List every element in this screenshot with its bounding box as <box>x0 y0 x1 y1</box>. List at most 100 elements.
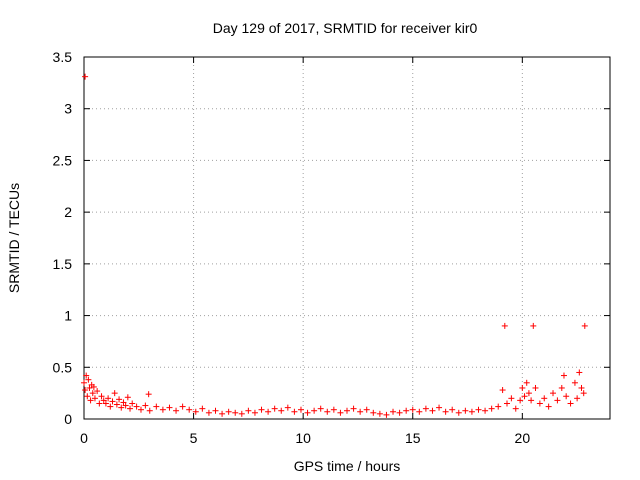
data-point <box>324 408 331 415</box>
data-point <box>81 379 87 386</box>
data-point <box>580 390 587 397</box>
y-tick-label: 3.5 <box>53 49 73 65</box>
data-point <box>219 410 226 417</box>
data-point <box>124 394 131 401</box>
data-point <box>574 395 581 402</box>
data-point <box>145 391 152 398</box>
data-point <box>455 409 462 416</box>
x-tick-labels: 0 5 10 15 20 <box>80 430 530 446</box>
data-point <box>422 405 429 412</box>
data-point <box>475 406 482 413</box>
data-point <box>512 405 519 412</box>
data-point <box>159 406 166 413</box>
y-tick-label: 2.5 <box>53 152 73 168</box>
data-point <box>317 405 324 412</box>
data-point <box>545 403 552 410</box>
data-point <box>390 408 397 415</box>
data-point <box>550 390 557 397</box>
data-point <box>519 384 526 391</box>
data-point <box>133 403 140 410</box>
data-point <box>499 387 506 394</box>
data-point <box>82 73 89 80</box>
data-point <box>521 393 528 400</box>
data-point <box>530 322 537 329</box>
data-point <box>109 398 116 405</box>
data-point <box>576 369 583 376</box>
data-point <box>94 388 101 395</box>
data-point <box>129 400 136 407</box>
data-point <box>85 376 92 383</box>
data-point <box>142 402 149 409</box>
data-point <box>284 404 291 411</box>
data-points <box>81 73 588 418</box>
data-point <box>528 397 535 404</box>
data-point <box>137 406 144 413</box>
plot-area-border <box>83 56 611 420</box>
data-point <box>488 405 495 412</box>
data-point <box>350 405 357 412</box>
data-point <box>111 390 118 397</box>
data-point <box>105 395 112 402</box>
y-tick-label: 0.5 <box>53 359 73 375</box>
data-point <box>357 408 364 415</box>
data-point <box>186 406 193 413</box>
data-point <box>90 383 97 390</box>
data-point <box>271 405 278 412</box>
data-point <box>205 409 212 416</box>
data-point <box>89 390 96 397</box>
y-tick-label: 1 <box>64 308 72 324</box>
data-point <box>173 407 180 414</box>
data-point <box>501 322 508 329</box>
x-tick-label: 10 <box>295 430 311 446</box>
data-point <box>127 405 134 412</box>
data-point <box>330 406 337 413</box>
grid-lines <box>84 57 610 419</box>
data-point <box>96 400 103 407</box>
data-point <box>376 410 383 417</box>
data-point <box>232 409 239 416</box>
data-point <box>251 409 258 416</box>
y-tick-label: 1.5 <box>53 256 73 272</box>
data-point <box>304 409 311 416</box>
data-point <box>179 403 186 410</box>
data-point <box>563 393 570 400</box>
data-point <box>82 387 89 394</box>
data-point <box>567 400 574 407</box>
data-point <box>245 407 252 414</box>
data-point <box>383 411 390 418</box>
data-point <box>337 409 344 416</box>
data-point <box>225 408 232 415</box>
data-point <box>192 408 199 415</box>
data-point <box>468 408 475 415</box>
data-point <box>199 405 206 412</box>
data-point <box>436 404 443 411</box>
data-point <box>363 406 370 413</box>
data-point <box>278 407 285 414</box>
data-point <box>116 396 123 403</box>
data-point <box>396 409 403 416</box>
data-point <box>532 384 539 391</box>
data-point <box>212 407 219 414</box>
data-point <box>495 403 502 410</box>
x-tick-label: 20 <box>515 430 531 446</box>
data-point <box>462 407 469 414</box>
data-point <box>370 409 377 416</box>
data-point <box>265 408 272 415</box>
x-tick-label: 5 <box>190 430 198 446</box>
data-point <box>291 408 298 415</box>
data-point <box>429 407 436 414</box>
data-point <box>83 372 90 379</box>
data-point <box>122 402 129 409</box>
data-point <box>508 395 515 402</box>
data-point <box>113 401 120 408</box>
data-point <box>120 399 127 406</box>
data-point <box>416 408 423 415</box>
data-point <box>536 400 543 407</box>
y-tick-label: 2 <box>64 204 72 220</box>
data-point <box>311 407 318 414</box>
x-tick-label: 0 <box>80 430 88 446</box>
x-axis-label: GPS time / hours <box>294 458 401 474</box>
data-point <box>581 322 588 329</box>
data-point <box>146 407 153 414</box>
data-point <box>107 403 114 410</box>
